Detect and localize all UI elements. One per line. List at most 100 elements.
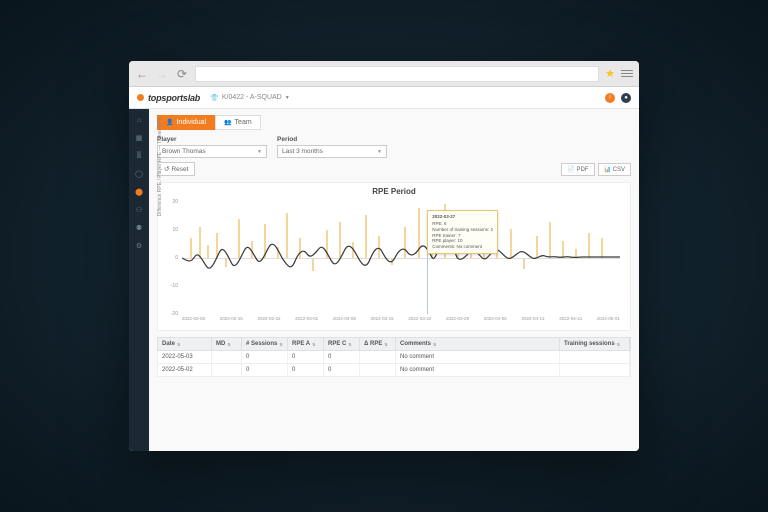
person-icon: 👤: [166, 119, 173, 126]
notification-icon[interactable]: !: [605, 93, 615, 103]
bookmark-star-icon[interactable]: ★: [605, 67, 615, 80]
filter-bar: Player Brown Thomas ▼ Period Last 3 mont…: [157, 136, 631, 158]
y-tick: 20: [172, 199, 178, 205]
chart-line: [182, 202, 620, 314]
x-tick: 2022-04-13: [521, 316, 544, 328]
reset-label: Reset: [171, 166, 188, 173]
tooltip-line: Comments: No comment: [432, 244, 493, 250]
reset-icon: ↺: [164, 165, 169, 173]
url-bar[interactable]: [195, 66, 599, 82]
data-table: Date ⇅MD ⇅# Sessions ⇅RPE A ⇅RPE C ⇅Δ RP…: [157, 337, 631, 377]
export-buttons: 📄 PDF 📊 CSV: [561, 163, 631, 176]
table-header-cell[interactable]: MD ⇅: [212, 338, 242, 350]
table-row[interactable]: 2022-05-03000No comment: [157, 351, 631, 364]
tab-individual-label: Individual: [176, 119, 206, 126]
table-cell: [360, 351, 396, 363]
table-header-cell[interactable]: Comments ⇅: [396, 338, 560, 350]
table-cell: [560, 351, 630, 363]
squad-selector[interactable]: 👕 K/0422 - A-SQUAD ▼: [210, 94, 290, 102]
x-tick: 2022-02-15: [220, 316, 243, 328]
sidebar-item-stats[interactable]: ⫿⫿: [134, 151, 144, 161]
period-select[interactable]: Last 3 months ▼: [277, 145, 387, 158]
sidebar-item-settings[interactable]: ⚙: [134, 241, 144, 251]
y-axis-ticks: 20100-10-20: [164, 202, 180, 314]
table-row[interactable]: 2022-05-02000No comment: [157, 364, 631, 377]
sidebar-item-rpe[interactable]: ⬤: [134, 187, 144, 197]
sidebar-item-team[interactable]: ⚇: [134, 205, 144, 215]
export-csv-button[interactable]: 📊 CSV: [598, 163, 631, 176]
table-cell: 0: [242, 351, 288, 363]
x-tick: 2022-02-08: [182, 316, 205, 328]
table-header-cell[interactable]: Training sessions ⇅: [560, 338, 630, 350]
x-tick: 2022-02-22: [257, 316, 280, 328]
sidebar-item-users[interactable]: ⚉: [134, 223, 144, 233]
chart-title: RPE Period: [164, 187, 624, 196]
sidebar-item-home[interactable]: ⌂: [134, 115, 144, 125]
table-header-cell[interactable]: RPE C ⇅: [324, 338, 360, 350]
actions-row: ↺ Reset 📄 PDF 📊 CSV: [157, 162, 631, 176]
chevron-down-icon: ▼: [285, 95, 290, 101]
tooltip-date: 2022-03-27: [432, 214, 493, 220]
squad-label: K/0422 - A-SQUAD: [222, 94, 282, 101]
x-tick: 2022-05-01: [597, 316, 620, 328]
chart-ylabel: Difference RPE / Player RPE — Trainer RP…: [157, 117, 163, 216]
table-cell: 0: [288, 351, 324, 363]
table-header-cell[interactable]: # Sessions ⇅: [242, 338, 288, 350]
table-cell: 0: [242, 364, 288, 376]
x-tick: 2022-04-06: [484, 316, 507, 328]
tab-team[interactable]: 👥 Team: [215, 115, 261, 130]
x-tick: 2022-04-21: [559, 316, 582, 328]
shirt-icon: 👕: [210, 94, 219, 102]
main-content: 👤 Individual 👥 Team Player Brown Thomas …: [149, 109, 639, 451]
x-tick: 2022-03-15: [371, 316, 394, 328]
tooltip-line: Number of training sessions: 2: [432, 227, 493, 233]
app-window: ← → ⟳ ★ topsportslab 👕 K/0422 - A-SQUAD …: [129, 61, 639, 451]
sidebar-item-calendar[interactable]: ▦: [134, 133, 144, 143]
x-axis-ticks: 2022-02-08 2022-02-15 2022-02-22 2022-03-01…: [182, 316, 620, 328]
table-cell: [212, 364, 242, 376]
player-select-value: Brown Thomas: [162, 148, 206, 155]
filter-player: Player Brown Thomas ▼: [157, 136, 267, 158]
table-cell: [360, 364, 396, 376]
header-actions: ! ●: [605, 93, 631, 103]
table-cell: No comment: [396, 351, 560, 363]
filter-period: Period Last 3 months ▼: [277, 136, 387, 158]
view-tabs: 👤 Individual 👥 Team: [157, 115, 631, 130]
x-tick: 2022-03-22: [408, 316, 431, 328]
period-select-value: Last 3 months: [282, 148, 323, 155]
table-cell: 2022-05-02: [158, 364, 212, 376]
table-header-cell[interactable]: Date ⇅: [158, 338, 212, 350]
chevron-down-icon: ▼: [257, 149, 262, 155]
chevron-down-icon: ▼: [377, 149, 382, 155]
forward-button[interactable]: →: [155, 67, 169, 81]
table-cell: 0: [288, 364, 324, 376]
x-tick: 2022-03-01: [295, 316, 318, 328]
tab-individual[interactable]: 👤 Individual: [157, 115, 215, 130]
export-pdf-button[interactable]: 📄 PDF: [561, 163, 594, 176]
brand-dot-icon: [137, 94, 144, 101]
filter-player-label: Player: [157, 136, 267, 143]
table-cell: 2022-05-03: [158, 351, 212, 363]
rpe-chart: RPE Period Difference RPE / Player RPE —…: [157, 182, 631, 331]
table-cell: 0: [324, 364, 360, 376]
table-header-cell[interactable]: Δ RPE ⇅: [360, 338, 396, 350]
filter-period-label: Period: [277, 136, 387, 143]
sidebar-item-chart[interactable]: ◯: [134, 169, 144, 179]
chart-tooltip: 2022-03-27 RPE: 6Number of training sess…: [427, 210, 498, 254]
y-tick: -10: [171, 283, 178, 289]
y-tick: -20: [171, 311, 178, 317]
chart-area: Difference RPE / Player RPE — Trainer RP…: [164, 198, 624, 328]
app-logo: topsportslab: [148, 93, 200, 103]
table-cell: 0: [324, 351, 360, 363]
table-header-cell[interactable]: RPE A ⇅: [288, 338, 324, 350]
user-avatar[interactable]: ●: [621, 93, 631, 103]
reload-button[interactable]: ⟳: [175, 67, 189, 81]
back-button[interactable]: ←: [135, 67, 149, 81]
sidebar: ⌂ ▦ ⫿⫿ ◯ ⬤ ⚇ ⚉ ⚙: [129, 109, 149, 451]
table-header: Date ⇅MD ⇅# Sessions ⇅RPE A ⇅RPE C ⇅Δ RP…: [157, 337, 631, 351]
y-tick: 10: [172, 227, 178, 233]
browser-menu-icon[interactable]: [621, 70, 633, 77]
table-cell: No comment: [396, 364, 560, 376]
chart-plot[interactable]: 2022-03-27 RPE: 6Number of training sess…: [182, 202, 620, 314]
player-select[interactable]: Brown Thomas ▼: [157, 145, 267, 158]
